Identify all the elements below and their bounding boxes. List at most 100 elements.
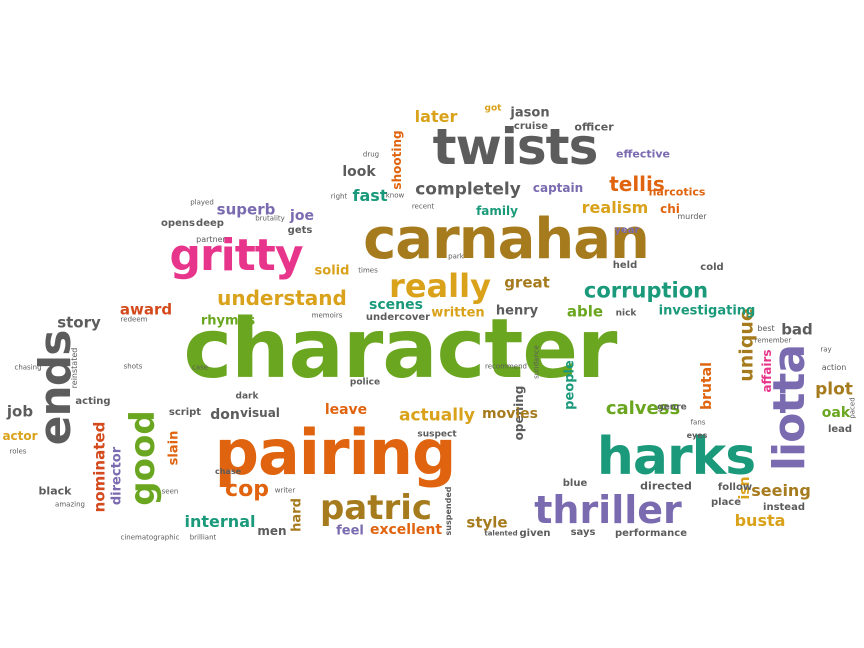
cloud-word-able: able bbox=[566, 302, 604, 321]
cloud-word-murder: murder bbox=[677, 212, 707, 221]
cloud-word-suspect: suspect bbox=[417, 429, 457, 440]
cloud-word-undercover: undercover bbox=[365, 312, 431, 323]
cloud-word-carnahan: carnahan bbox=[363, 207, 650, 272]
cloud-word-fans: fans bbox=[690, 418, 706, 427]
cloud-word-ray: ray bbox=[820, 345, 832, 354]
cloud-word-gritty: gritty bbox=[169, 230, 303, 281]
cloud-word-seeing: seeing bbox=[751, 481, 811, 500]
cloud-word-job: job bbox=[6, 402, 34, 421]
cloud-word-chi: chi bbox=[660, 202, 680, 216]
cloud-word-right: right bbox=[330, 192, 348, 201]
cloud-word-character: character bbox=[183, 302, 618, 397]
cloud-word-dark: dark bbox=[235, 391, 259, 402]
cloud-word-recommend: recommend bbox=[485, 362, 527, 371]
cloud-word-leave: leave bbox=[324, 402, 368, 418]
cloud-word-follow: follow bbox=[717, 482, 753, 493]
cloud-word-instead: instead bbox=[763, 502, 805, 513]
cloud-word-feel: feel bbox=[336, 523, 364, 539]
cloud-word-talented: talented bbox=[484, 529, 518, 538]
cloud-word-nick: nick bbox=[615, 308, 637, 319]
cloud-word-partner: partner bbox=[196, 235, 226, 244]
cloud-word-director: director bbox=[109, 446, 125, 506]
cloud-word-jason: jason bbox=[510, 105, 550, 121]
cloud-word-redeem: redeem bbox=[120, 315, 148, 324]
cloud-word-understand: understand bbox=[217, 286, 347, 310]
cloud-word-calvess: calvess bbox=[605, 398, 681, 419]
cloud-word-brutal: brutal bbox=[699, 362, 715, 410]
cloud-word-good: good bbox=[123, 410, 163, 506]
cloud-word-opens: opens bbox=[161, 218, 195, 229]
cloud-word-brutality: brutality bbox=[255, 214, 285, 223]
cloud-word-fast: fast bbox=[352, 186, 388, 205]
cloud-word-chase: chase bbox=[214, 467, 242, 476]
cloud-word-corruption: corruption bbox=[583, 278, 709, 303]
cloud-word-performance: performance bbox=[614, 528, 688, 539]
cloud-word-amazing: amazing bbox=[55, 500, 85, 509]
cloud-word-case: case bbox=[191, 363, 209, 372]
cloud-word-genre: genre bbox=[657, 402, 687, 413]
cloud-word-says: says bbox=[570, 527, 596, 538]
cloud-word-rhymes: rhymes bbox=[200, 313, 256, 329]
cloud-word-family: family bbox=[476, 204, 518, 218]
cloud-word-chasing: chasing bbox=[14, 363, 42, 372]
cloud-word-action: action bbox=[821, 363, 847, 372]
cloud-word-cop: cop bbox=[225, 477, 269, 502]
cloud-word-scenes: scenes bbox=[369, 297, 423, 313]
cloud-word-actor: actor bbox=[2, 429, 38, 443]
cloud-word-plot: plot bbox=[815, 379, 853, 400]
cloud-word-award: award bbox=[119, 300, 173, 319]
cloud-word-reinstated: reinstated bbox=[70, 347, 79, 389]
cloud-word-roles: roles bbox=[9, 447, 27, 456]
cloud-word-shooting: shooting bbox=[390, 130, 404, 190]
cloud-word-writer: writer bbox=[274, 486, 296, 495]
cloud-word-cold: cold bbox=[700, 262, 724, 273]
cloud-word-movies: movies bbox=[482, 406, 538, 422]
cloud-word-harks: harks bbox=[596, 427, 756, 487]
cloud-word-liotta: liotta bbox=[764, 344, 815, 472]
cloud-word-completely: completely bbox=[415, 179, 521, 200]
cloud-word-cruise: cruise bbox=[513, 121, 549, 132]
cloud-word-black: black bbox=[38, 484, 72, 498]
cloud-word-henry: henry bbox=[495, 303, 539, 319]
cloud-word-oak: oak bbox=[821, 405, 851, 421]
cloud-word-directed: directed bbox=[640, 479, 692, 493]
cloud-word-remember: remember bbox=[754, 336, 792, 345]
cloud-word-superb: superb bbox=[216, 200, 276, 219]
cloud-word-bad: bad bbox=[781, 320, 813, 339]
cloud-word-deep: deep bbox=[196, 218, 224, 229]
cloud-word-great: great bbox=[504, 273, 550, 292]
cloud-word-joe: joe bbox=[290, 208, 314, 224]
cloud-word-best: best bbox=[757, 324, 775, 333]
cloud-word-acting: acting bbox=[75, 396, 111, 407]
cloud-word-know: know bbox=[385, 191, 405, 200]
cloud-word-seen: seen bbox=[161, 487, 179, 496]
cloud-word-officer: officer bbox=[574, 120, 614, 134]
cloud-word-don: don bbox=[210, 407, 240, 423]
cloud-word-patric: patric bbox=[319, 488, 433, 528]
cloud-word-twists: twists bbox=[432, 118, 599, 176]
cloud-word-played: played bbox=[190, 198, 214, 207]
cloud-word-investigating: investigating bbox=[658, 303, 756, 319]
cloud-word-pairing: pairing bbox=[214, 416, 457, 489]
cloud-word-held: held bbox=[612, 260, 638, 271]
cloud-word-men: men bbox=[257, 524, 287, 538]
cloud-word-style: style bbox=[466, 513, 508, 532]
cloud-word-unique: unique bbox=[735, 308, 758, 382]
cloud-word-script: script bbox=[168, 407, 202, 418]
cloud-word-park: park bbox=[448, 252, 464, 261]
cloud-word-people: people bbox=[562, 360, 578, 410]
cloud-word-affairs: affairs bbox=[760, 349, 774, 393]
cloud-word-narcotics: narcotics bbox=[648, 185, 706, 199]
cloud-word-busta: busta bbox=[734, 511, 786, 530]
cloud-word-drug: drug bbox=[362, 150, 380, 159]
cloud-word-hard: hard bbox=[289, 498, 305, 532]
cloud-word-excellent: excellent bbox=[369, 522, 443, 538]
cloud-word-blue: blue bbox=[562, 478, 588, 489]
cloud-word-captain: captain bbox=[532, 181, 584, 195]
cloud-word-really: really bbox=[389, 267, 491, 305]
cloud-word-place: place bbox=[710, 497, 742, 508]
cloud-word-sundance: sundance bbox=[532, 345, 541, 379]
cloud-word-story: story bbox=[57, 313, 101, 332]
cloud-word-eyes: eyes bbox=[686, 431, 708, 440]
